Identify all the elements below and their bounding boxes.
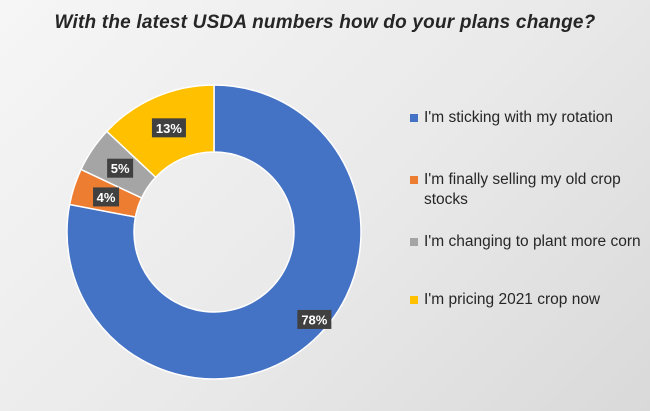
data-label-box (107, 158, 134, 178)
legend-swatch (410, 114, 418, 122)
data-label-box (297, 309, 332, 329)
legend-item-more-corn: I'm changing to plant more corn (410, 232, 641, 252)
legend-label: I'm sticking with my rotation (424, 109, 614, 126)
data-label-text: 5% (111, 161, 130, 176)
donut-slices (66, 84, 362, 380)
data-label-box (151, 118, 186, 138)
donut-slice-rotation (66, 84, 362, 380)
data-label-more-corn: 5% (107, 158, 134, 178)
data-labels: 78% 4% 5% 13% (93, 118, 332, 329)
data-label-rotation: 78% (297, 309, 332, 329)
legend-swatch (410, 296, 418, 304)
legend-label: I'm changing to plant more corn (424, 233, 641, 250)
legend-label: I'm finally selling my old crop stocks (424, 171, 621, 208)
legend-item-pricing-2021: I'm pricing 2021 crop now (410, 290, 600, 310)
data-label-pricing-2021: 13% (151, 118, 186, 138)
data-label-text: 4% (97, 190, 116, 205)
legend-swatch (410, 238, 418, 246)
data-label-text: 78% (301, 312, 327, 327)
data-label-box (93, 187, 120, 207)
legend-item-selling-old-crop: I'm finally selling my old crop stocks (410, 170, 645, 210)
data-label-selling-old-crop: 4% (93, 187, 120, 207)
chart-title: With the latest USDA numbers how do your… (54, 12, 596, 33)
legend-swatch (410, 176, 418, 184)
legend-item-rotation: I'm sticking with my rotation (410, 108, 613, 128)
legend-label: I'm pricing 2021 crop now (424, 291, 601, 308)
data-label-text: 13% (156, 121, 182, 136)
